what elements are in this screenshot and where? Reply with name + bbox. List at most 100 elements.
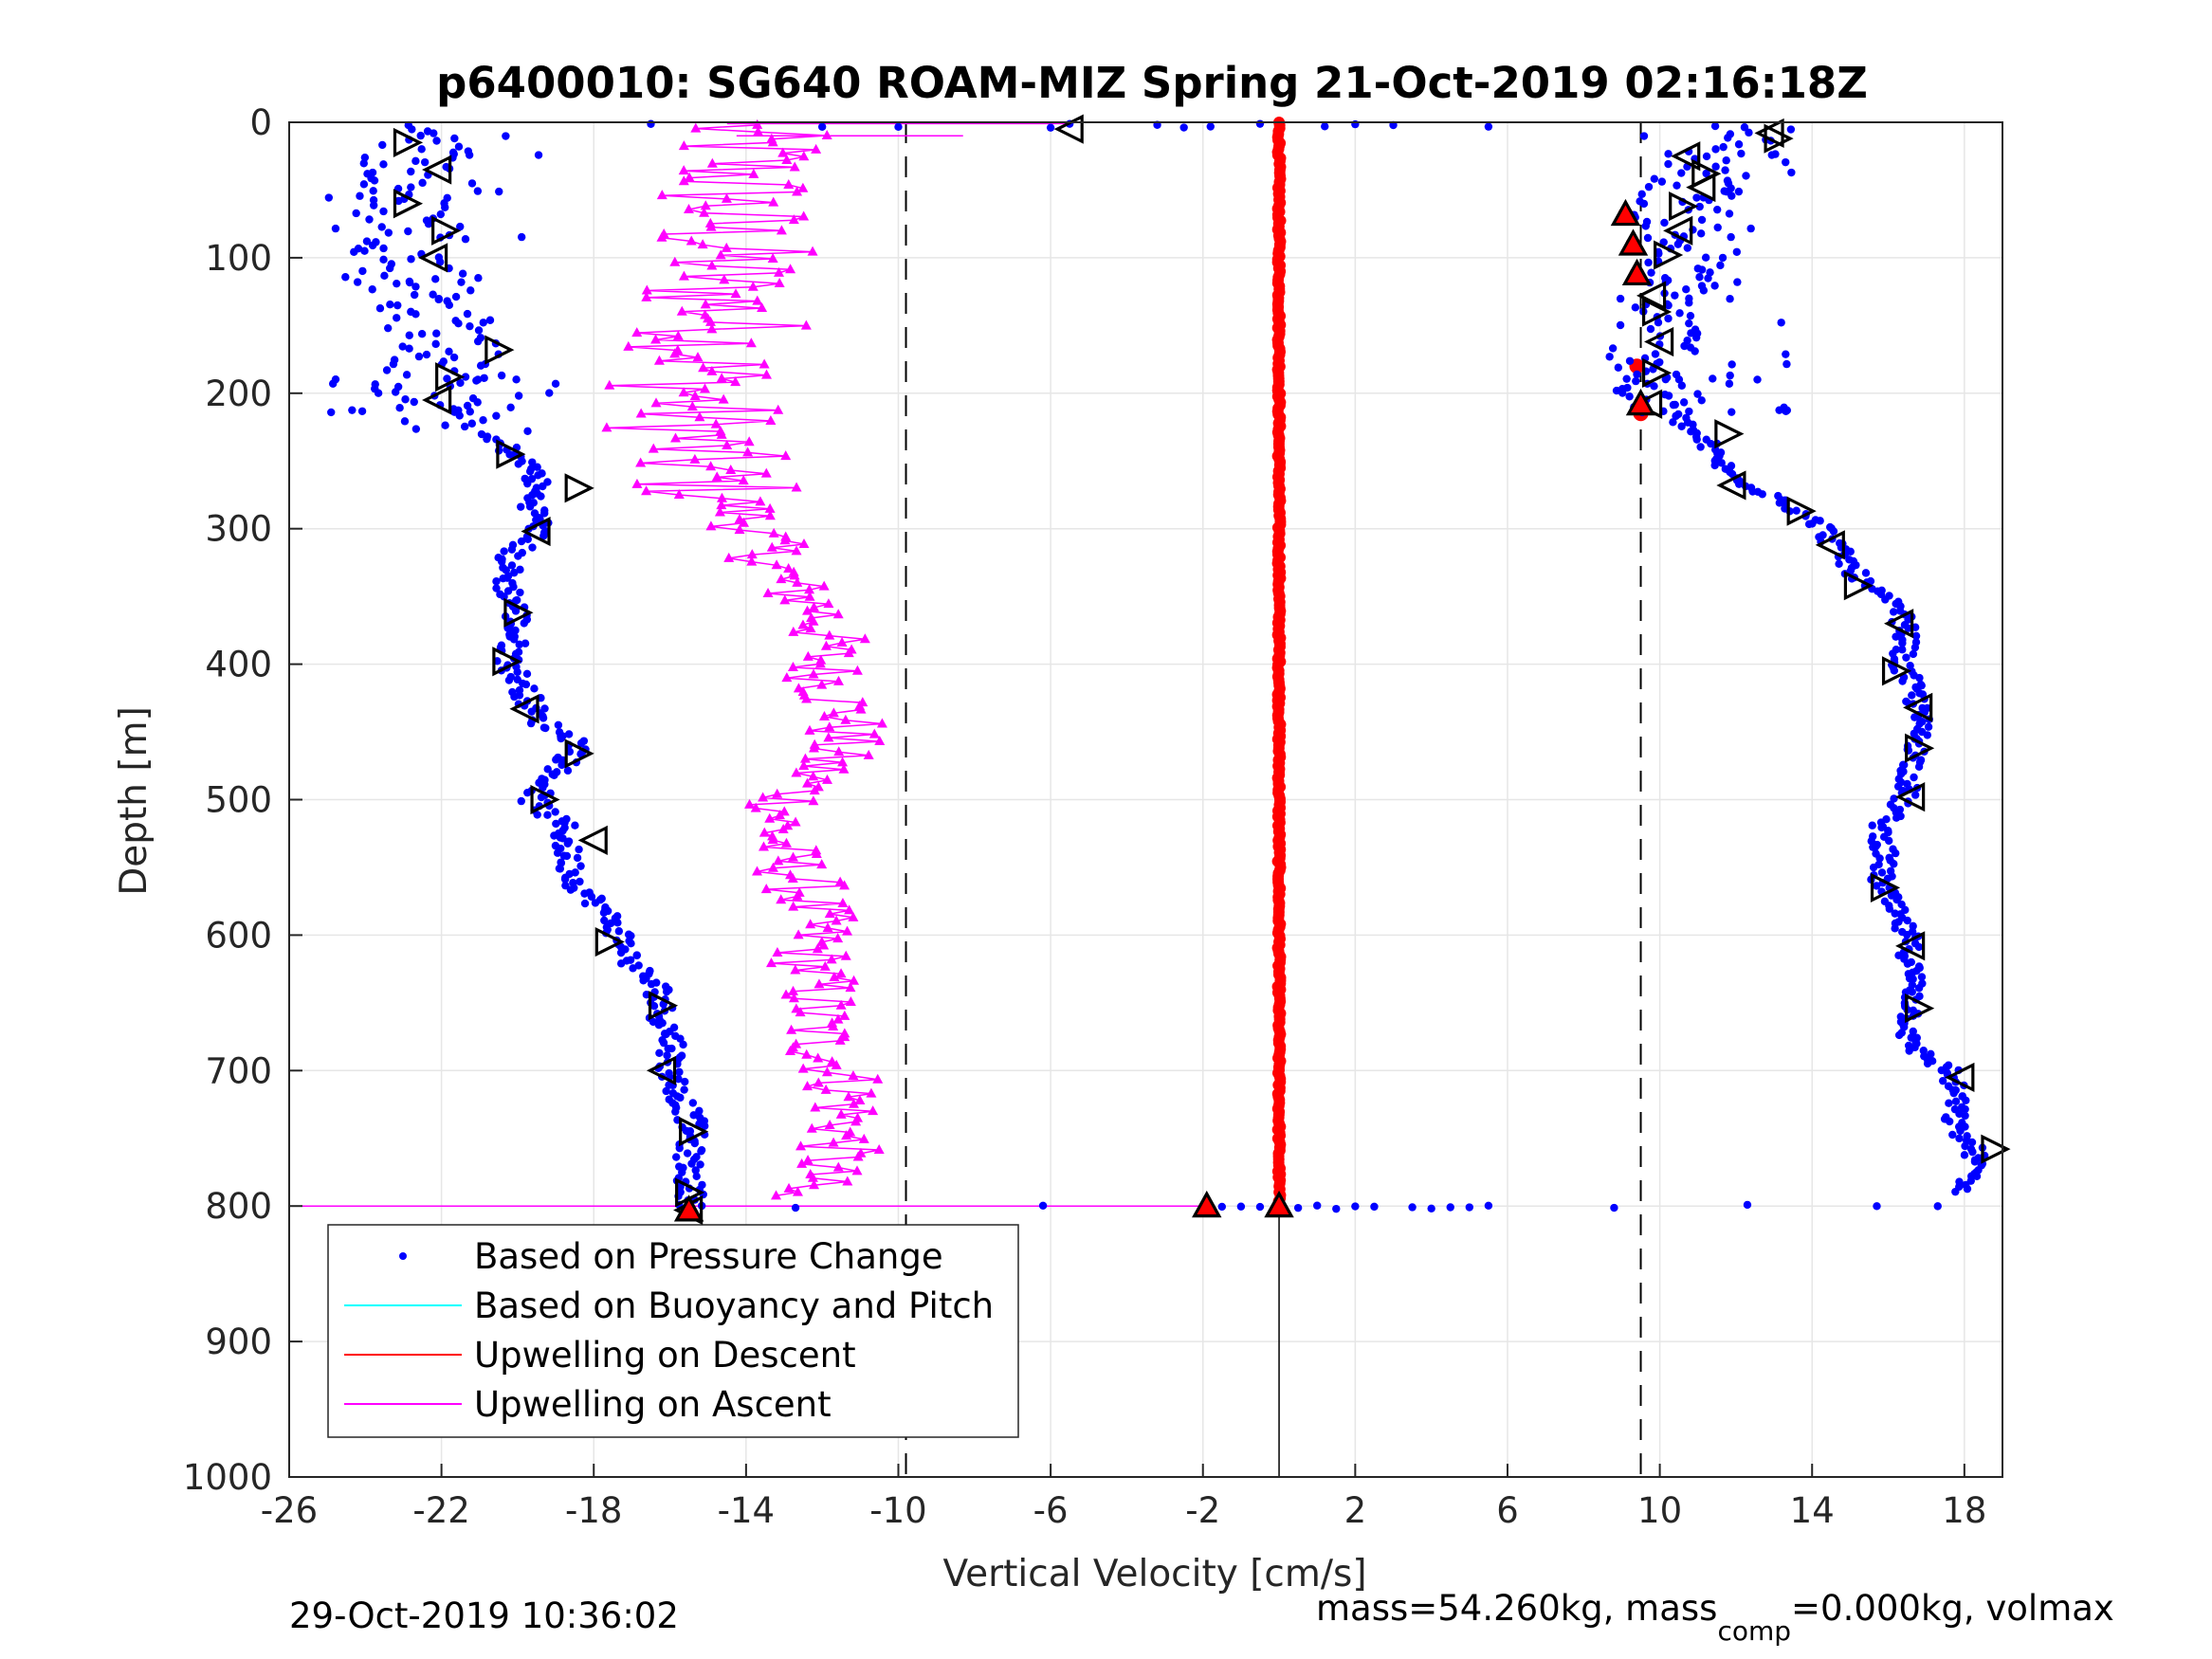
pressure-velocity-point xyxy=(1970,1158,1980,1166)
pressure-velocity-point xyxy=(1786,125,1796,134)
pressure-velocity-point xyxy=(1711,162,1720,171)
triangle-marker xyxy=(1641,357,1673,388)
ascent-upwelling-point xyxy=(699,383,710,393)
ascent-upwelling-point xyxy=(838,763,850,774)
pressure-velocity-point xyxy=(1898,677,1907,685)
pressure-velocity-point xyxy=(1724,179,1733,188)
pressure-velocity-point xyxy=(649,1002,659,1011)
pressure-velocity-point xyxy=(331,224,340,233)
triangle-marker xyxy=(1903,692,1933,722)
ascent-upwelling-point xyxy=(739,517,750,527)
pressure-velocity-point xyxy=(1046,123,1055,132)
pressure-velocity-point xyxy=(1631,303,1640,312)
pressure-velocity-point xyxy=(1484,1201,1493,1211)
pressure-velocity-point xyxy=(1923,1059,1932,1068)
pressure-velocity-point xyxy=(575,845,583,854)
pressure-velocity-point xyxy=(664,1044,672,1053)
ascent-upwelling-point xyxy=(828,1137,839,1147)
ascent-upwelling-point xyxy=(859,633,870,644)
pressure-velocity-point xyxy=(671,1107,680,1116)
ascent-upwelling-point xyxy=(808,795,819,806)
ascent-upwelling-point xyxy=(802,777,814,788)
ascent-upwelling-point xyxy=(780,837,792,848)
pressure-velocity-point xyxy=(357,407,367,415)
ascent-upwelling-point xyxy=(816,679,828,689)
ascent-upwelling-point xyxy=(623,340,634,351)
pressure-velocity-point xyxy=(1949,1088,1958,1098)
pressure-velocity-point xyxy=(463,309,472,319)
ascent-upwelling-point xyxy=(716,500,727,510)
ascent-upwelling-point xyxy=(635,457,647,467)
ascent-upwelling-point xyxy=(804,591,815,601)
ascent-upwelling-point xyxy=(706,323,718,334)
pressure-velocity-point xyxy=(384,323,393,333)
ascent-upwelling-point xyxy=(820,1084,832,1094)
pressure-velocity-point xyxy=(402,371,411,379)
pressure-velocity-point xyxy=(441,421,449,429)
ascent-upwelling-point xyxy=(824,1120,835,1130)
pressure-velocity-point xyxy=(1726,371,1734,380)
pressure-velocity-point xyxy=(1908,988,1916,996)
pressure-velocity-point xyxy=(1890,860,1898,868)
pressure-velocity-point xyxy=(454,142,464,151)
legend-marker-pressure xyxy=(399,1252,407,1260)
pressure-velocity-point xyxy=(1672,411,1680,421)
ascent-upwelling-point xyxy=(831,1059,842,1069)
ascent-upwelling-point xyxy=(734,524,745,535)
pressure-velocity-point xyxy=(516,588,524,597)
pressure-velocity-point xyxy=(516,502,525,511)
ascent-upwelling-point xyxy=(723,552,735,562)
pressure-velocity-point xyxy=(404,227,412,236)
pressure-velocity-point xyxy=(1910,713,1919,721)
pressure-velocity-point xyxy=(456,222,465,231)
pressure-velocity-point xyxy=(564,730,574,738)
pressure-velocity-point xyxy=(454,319,463,328)
pressure-velocity-point xyxy=(692,1172,701,1181)
pressure-velocity-point xyxy=(662,1030,670,1039)
pressure-velocity-point xyxy=(1728,360,1736,369)
ascent-upwelling-point xyxy=(650,397,662,408)
ascent-upwelling-point xyxy=(758,841,769,851)
ascent-upwelling-point xyxy=(814,658,826,668)
pressure-velocity-point xyxy=(1902,653,1910,662)
pressure-velocity-point xyxy=(1697,265,1707,274)
pressure-velocity-point xyxy=(1427,1204,1435,1212)
ascent-upwelling-point xyxy=(670,432,682,443)
pressure-velocity-point xyxy=(1734,187,1744,196)
ascent-upwelling-point xyxy=(790,964,801,975)
triangle-marker xyxy=(1714,419,1745,449)
pressure-velocity-point xyxy=(416,131,425,140)
ascent-upwelling-point xyxy=(704,316,716,326)
pressure-velocity-point xyxy=(559,851,569,860)
triangle-marker xyxy=(484,335,515,365)
ascent-upwelling-point xyxy=(844,904,855,915)
pressure-velocity-point xyxy=(1651,350,1660,358)
pressure-velocity-point xyxy=(449,353,459,362)
pressure-velocity-point xyxy=(410,397,418,407)
ascent-upwelling-point xyxy=(672,330,684,340)
pressure-velocity-point xyxy=(356,191,364,200)
pressure-velocity-point xyxy=(506,403,515,412)
ascent-upwelling-point xyxy=(752,295,763,305)
pressure-velocity-point xyxy=(1782,406,1792,414)
pressure-velocity-point xyxy=(1695,202,1704,211)
pressure-velocity-point xyxy=(485,316,495,324)
pressure-velocity-point xyxy=(1680,341,1689,351)
pressure-velocity-point xyxy=(1351,1202,1360,1211)
pressure-velocity-point xyxy=(430,129,438,137)
pressure-velocity-point xyxy=(1726,295,1734,303)
legend-box xyxy=(327,1224,1019,1438)
pressure-velocity-point xyxy=(662,987,671,996)
pressure-velocity-point xyxy=(1887,891,1896,900)
triangle-marker xyxy=(1884,609,1914,639)
legend-label-descent: Upwelling on Descent xyxy=(474,1335,856,1376)
pressure-velocity-point xyxy=(405,344,413,353)
ascent-upwelling-point xyxy=(797,182,809,192)
pressure-velocity-point xyxy=(1660,218,1669,228)
ascent-upwelling-point xyxy=(744,798,756,809)
ascent-upwelling-point xyxy=(773,404,784,414)
pressure-velocity-point xyxy=(894,122,903,132)
pressure-velocity-point xyxy=(1608,344,1618,353)
ascent-upwelling-point xyxy=(807,1172,818,1182)
